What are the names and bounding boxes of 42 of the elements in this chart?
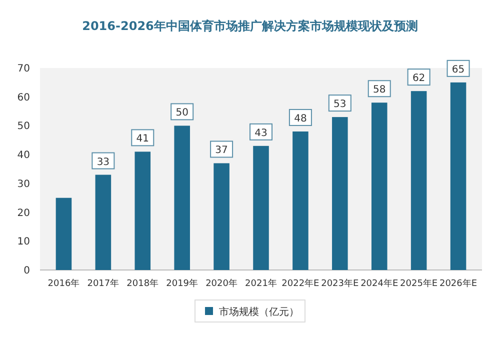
bar [450, 82, 466, 270]
x-tick-label: 2020年 [206, 278, 238, 289]
data-label: 65 [452, 64, 465, 76]
x-tick-label: 2023年E [321, 278, 360, 289]
x-tick-label: 2026年E [439, 278, 478, 289]
x-tick-label: 2018年 [126, 278, 159, 289]
bar [214, 163, 230, 270]
bar [292, 131, 308, 270]
bar [410, 91, 427, 270]
bar [174, 126, 190, 270]
y-tick-label: 40 [17, 150, 30, 162]
y-tick-label: 20 [17, 208, 30, 219]
data-label: 33 [96, 156, 110, 168]
bar [95, 174, 112, 270]
y-tick-label: 30 [17, 178, 30, 190]
bar [56, 198, 72, 270]
data-label: 62 [412, 73, 426, 84]
y-tick-label: 0 [24, 266, 30, 276]
x-tick-label: 2017年 [87, 278, 120, 289]
data-label: 48 [294, 113, 307, 124]
y-tick-label: 50 [17, 121, 30, 132]
y-tick-label: 70 [17, 64, 30, 74]
data-label: 37 [215, 145, 228, 156]
x-tick-label: 2022年E [282, 278, 320, 289]
bar [134, 152, 151, 270]
x-tick-label: 2025年E [400, 278, 438, 289]
x-tick-label: 2016年 [48, 278, 80, 289]
data-label: 50 [176, 108, 188, 119]
data-label: 58 [372, 84, 386, 96]
x-tick-label: 2024年E [360, 278, 398, 289]
y-tick-label: 60 [17, 92, 30, 104]
legend-label: 市场规模（亿元） [219, 306, 299, 318]
data-label: 53 [334, 99, 346, 110]
x-tick-label: 2021年 [245, 278, 277, 289]
x-tick-label: 2019年 [166, 278, 198, 289]
data-label: 43 [254, 128, 268, 139]
data-label: 41 [136, 134, 150, 145]
bar [371, 102, 388, 270]
chart-title: 2016-2026年中国体育市场推广解决方案市场规模现状及预测 [82, 19, 418, 33]
bar [332, 117, 348, 270]
bar [253, 146, 269, 270]
y-tick-label: 10 [17, 236, 30, 248]
